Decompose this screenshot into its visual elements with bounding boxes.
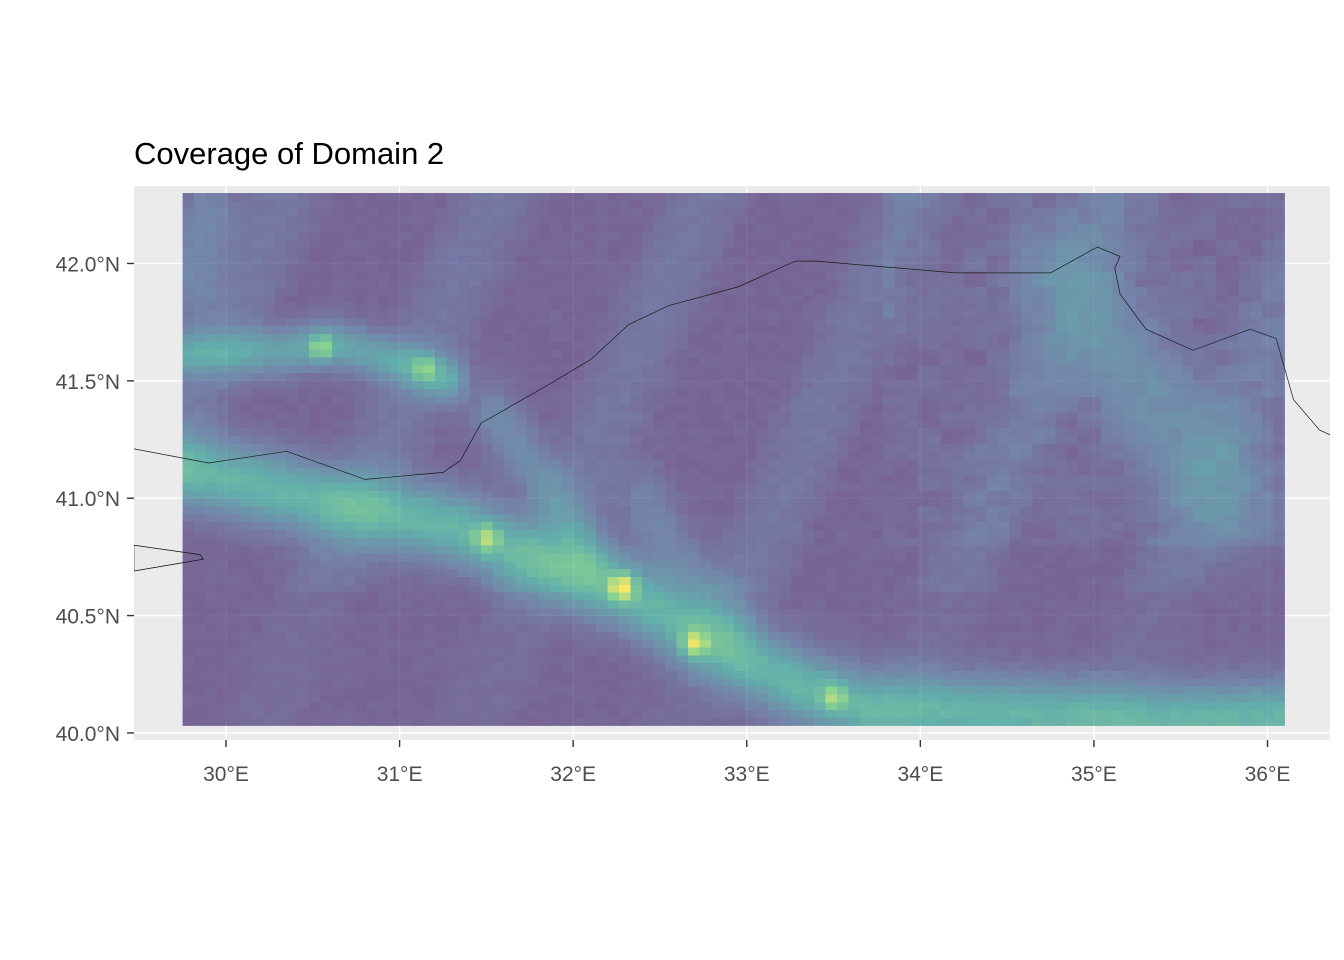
y-axis: 40.0°N 40.5°N 41.0°N 41.5°N 42.0°N [56,253,134,746]
coverage-raster [182,193,1285,726]
y-tick-label-1: 40.5°N [56,606,120,629]
x-tick-label-2: 32°E [550,763,596,786]
x-tick-label-1: 31°E [377,763,423,786]
x-tick-label-0: 30°E [203,763,249,786]
marmara-coastline [134,544,205,572]
map-layers [134,193,1330,726]
x-tick-label-4: 34°E [897,763,943,786]
x-axis: 30°E 31°E 32°E 33°E 34°E 35°E 36°E [203,740,1290,786]
black-sea-coastline [134,246,1330,480]
chart-title: Coverage of Domain 2 [134,136,444,171]
y-tick-label-0: 40.0°N [56,723,120,746]
y-tick-label-4: 42.0°N [56,253,120,276]
x-tick-label-6: 36°E [1245,763,1291,786]
y-tick-label-3: 41.5°N [56,371,120,394]
x-tick-label-5: 35°E [1071,763,1117,786]
x-tick-label-3: 33°E [724,763,770,786]
y-tick-label-2: 41.0°N [56,488,120,511]
